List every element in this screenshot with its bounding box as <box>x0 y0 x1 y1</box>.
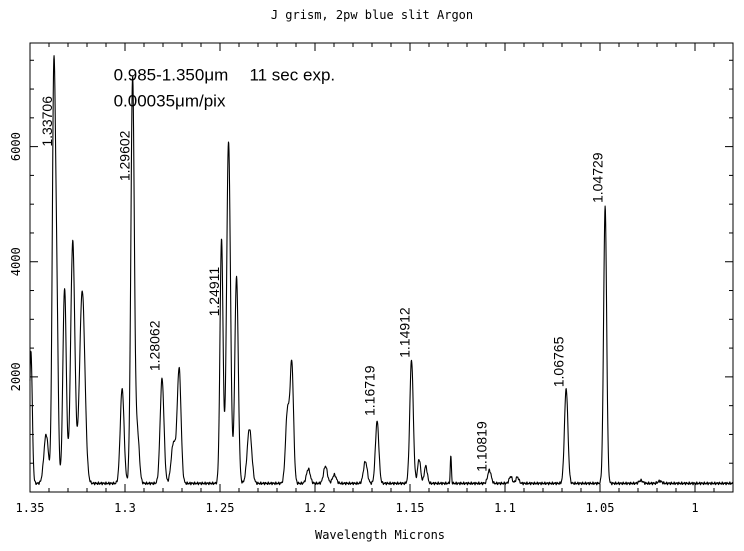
spectrum-line <box>29 55 734 486</box>
line-label: 1.28062 <box>146 320 162 371</box>
y-tick-label: 6000 <box>9 132 23 161</box>
x-tick-label: 1.3 <box>114 501 136 515</box>
x-tick-label: 1 <box>691 501 698 515</box>
x-tick-label: 1.1 <box>494 501 516 515</box>
emission-line-labels: 1.33706 1.29602 1.28062 1.24911 1.16719 1.149… <box>39 96 606 472</box>
line-label: 1.24911 <box>206 267 222 317</box>
x-axis-label: Wavelength Microns <box>315 528 445 542</box>
x-tick-label: 1.35 <box>16 501 45 515</box>
y-tick-label: 2000 <box>9 362 23 391</box>
axis-ticks: 1.35 1.3 1.25 1.2 1.15 1.1 1.05 1 2000 4000 6000 <box>9 43 734 515</box>
line-label: 1.06765 <box>551 336 567 387</box>
line-label: 1.16719 <box>362 365 378 416</box>
plot-frame <box>29 42 734 493</box>
line-label: 1.04729 <box>589 152 605 203</box>
y-tick-label: 4000 <box>9 247 23 276</box>
x-tick-label: 1.2 <box>304 501 326 515</box>
annotations: 0.985-1.350μm 11 sec exp. 0.00035μm/pix <box>114 65 336 110</box>
annotation-text: 11 sec exp. <box>249 65 335 84</box>
x-tick-label: 1.05 <box>586 501 615 515</box>
x-tick-label: 1.25 <box>206 501 235 515</box>
line-label: 1.33706 <box>39 96 55 147</box>
annotation-text: 0.985-1.350μm <box>114 65 229 84</box>
chart-title: J grism, 2pw blue slit Argon <box>271 8 473 22</box>
line-label: 1.10819 <box>474 421 490 472</box>
line-label: 1.14912 <box>396 307 412 358</box>
x-tick-label: 1.15 <box>396 501 425 515</box>
annotation-text: 0.00035μm/pix <box>114 91 226 110</box>
line-label: 1.29602 <box>117 130 133 181</box>
